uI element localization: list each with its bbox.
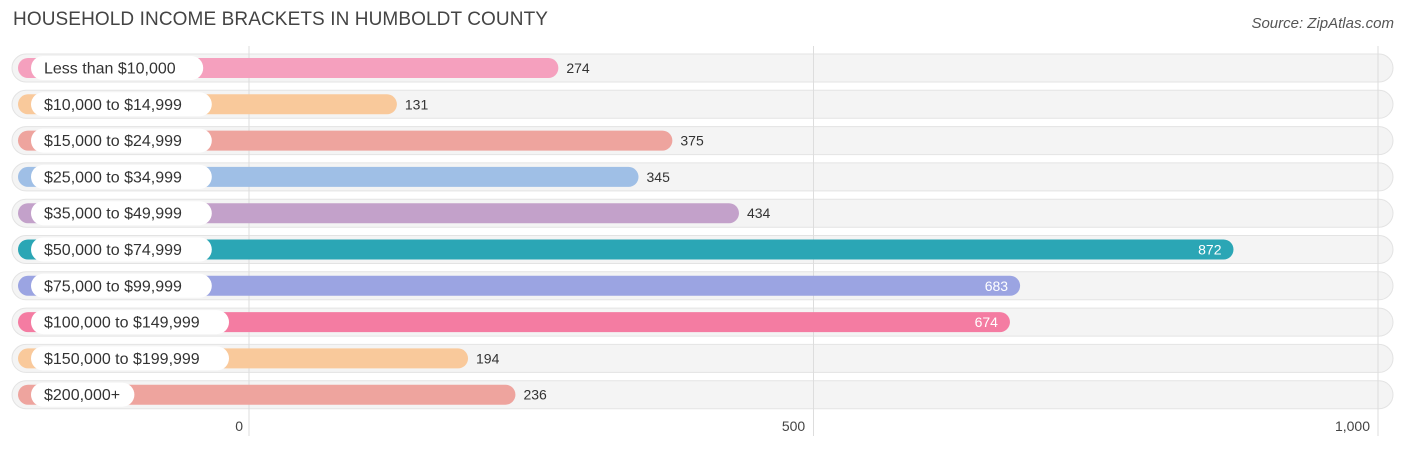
category-label-pill [31,128,212,153]
category-label-pill [31,56,204,80]
value-label: 872 [1198,242,1222,258]
value-label: 131 [405,96,429,112]
x-tick-label: 500 [782,418,806,434]
value-label: 683 [985,278,1009,294]
x-tick-label: 1,000 [1335,418,1370,434]
x-tick-label: 0 [235,418,243,434]
category-label: $150,000 to $199,999 [44,351,200,368]
category-label: $100,000 to $149,999 [44,315,200,332]
category-label: $50,000 to $74,999 [44,242,182,259]
bar [18,275,1021,296]
category-label-pill [31,164,212,189]
value-label: 674 [975,314,999,330]
value-label: 274 [566,60,590,76]
category-label-pill [31,346,229,371]
category-label: $75,000 to $99,999 [44,278,182,295]
value-label: 345 [647,169,671,185]
value-label: 236 [523,387,547,403]
category-label: $25,000 to $34,999 [44,169,182,186]
value-label: 434 [747,205,771,221]
category-label-pill [31,310,229,335]
category-label-pill [31,237,212,262]
category-label: $15,000 to $24,999 [44,133,182,150]
category-label-pill [31,273,212,298]
category-label: $35,000 to $49,999 [44,206,182,223]
value-label: 194 [476,350,500,366]
chart-source: Source: ZipAtlas.com [1251,15,1394,32]
bar [18,384,516,405]
category-label-pill [31,92,212,117]
category-label: Less than $10,000 [44,61,176,78]
category-label-pill [31,382,135,407]
bar [18,239,1234,260]
chart-title: HOUSEHOLD INCOME BRACKETS IN HUMBOLDT CO… [13,9,549,30]
value-label: 375 [680,133,704,149]
category-label: $10,000 to $14,999 [44,97,182,114]
bar [18,312,1010,333]
category-label: $200,000+ [44,387,120,404]
category-label-pill [31,201,212,226]
